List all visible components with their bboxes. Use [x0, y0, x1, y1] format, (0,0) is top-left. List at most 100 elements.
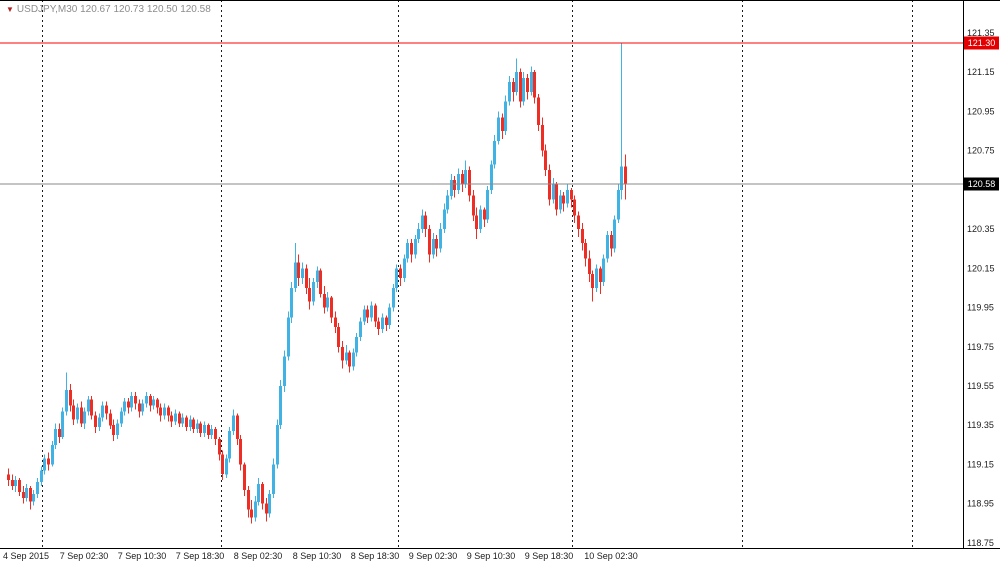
resistance-price-badge: 121.30 [964, 36, 999, 50]
candle [486, 185, 489, 224]
price-axis[interactable]: 121.35 121.15 120.95 120.75 120.35 120.15 119.… [967, 28, 995, 548]
time-axis-label: 9 Sep 18:30 [525, 551, 574, 561]
candle [453, 176, 456, 198]
candle [355, 333, 358, 357]
candle [472, 189, 475, 222]
candle [272, 458, 275, 498]
candle [570, 187, 573, 208]
candle [497, 111, 500, 145]
time-axis[interactable]: 4 Sep 2015 7 Sep 02:30 7 Sep 10:30 7 Sep 18… [3, 551, 638, 561]
candle [294, 242, 297, 292]
candle [72, 399, 75, 426]
candle [105, 401, 108, 420]
candle [428, 225, 431, 263]
candle [116, 419, 119, 439]
candle [297, 254, 300, 286]
candle [287, 311, 290, 361]
candle [381, 313, 384, 333]
candle [283, 350, 286, 392]
candle [225, 454, 228, 479]
candle [290, 282, 293, 324]
candle [167, 405, 170, 422]
candle [319, 268, 322, 298]
candle [588, 250, 591, 282]
price-axis-label: 118.75 [967, 538, 994, 548]
price-axis-label: 120.75 [967, 146, 995, 156]
candle [163, 403, 166, 420]
candle [548, 164, 551, 206]
candle [47, 452, 50, 471]
candle [174, 409, 177, 426]
candle [276, 419, 279, 469]
candle [36, 478, 39, 498]
candle [363, 305, 366, 326]
candle [330, 295, 333, 324]
candle [80, 401, 83, 428]
candle [533, 70, 536, 104]
candle [232, 409, 235, 435]
price-axis-label: 120.35 [967, 224, 995, 234]
candle [544, 144, 547, 177]
current-price-badge: 120.58 [964, 177, 999, 191]
candle [504, 95, 507, 135]
candle [94, 411, 97, 434]
candle [624, 154, 627, 200]
candle [403, 254, 406, 282]
candle [218, 437, 221, 461]
price-axis-label: 119.15 [967, 459, 994, 469]
candle [22, 486, 25, 504]
time-axis-label: 8 Sep 02:30 [234, 551, 283, 561]
candle [530, 66, 533, 96]
time-axis-label: 8 Sep 18:30 [351, 551, 400, 561]
candle [392, 284, 395, 312]
price-axis-label: 119.75 [967, 342, 994, 352]
candle [559, 189, 562, 214]
price-axis-label: 121.35 [967, 28, 995, 38]
candle [130, 391, 133, 412]
candle [573, 195, 576, 224]
candle [112, 419, 115, 441]
candle [152, 395, 155, 410]
price-axis-label: 119.55 [967, 381, 994, 391]
chart-title-text: USDJPY,M30 120.67 120.73 120.50 120.58 [16, 4, 211, 15]
candle [370, 301, 373, 322]
candle [377, 317, 380, 335]
candle [236, 413, 239, 445]
candle [493, 134, 496, 169]
candle [214, 427, 217, 445]
candle [334, 311, 337, 333]
candle [90, 395, 93, 420]
candle [261, 482, 264, 510]
candle [18, 478, 21, 496]
time-axis-label: 10 Sep 02:30 [584, 551, 638, 561]
candle [541, 117, 544, 157]
price-axis-label: 120.15 [967, 263, 995, 273]
candle [29, 486, 32, 510]
candle [617, 184, 620, 224]
candle [69, 384, 72, 412]
candle [620, 42, 623, 200]
candle [138, 399, 141, 418]
candle [196, 419, 199, 434]
candle [228, 427, 231, 463]
candle [51, 440, 54, 467]
candle [149, 393, 152, 412]
candle [591, 270, 594, 302]
candle [446, 189, 449, 214]
candle [490, 160, 493, 194]
candle [457, 168, 460, 194]
candle [519, 68, 522, 108]
candle [552, 178, 555, 204]
candle [43, 454, 46, 475]
candle [475, 207, 478, 239]
svg-text:120.58: 120.58 [968, 179, 996, 189]
candle [610, 231, 613, 257]
candle [595, 264, 598, 292]
candle [265, 497, 268, 522]
candle [254, 495, 257, 522]
time-axis-label: 9 Sep 02:30 [409, 551, 458, 561]
candle [464, 160, 467, 188]
symbol-marker-icon: ▼ [6, 5, 14, 14]
